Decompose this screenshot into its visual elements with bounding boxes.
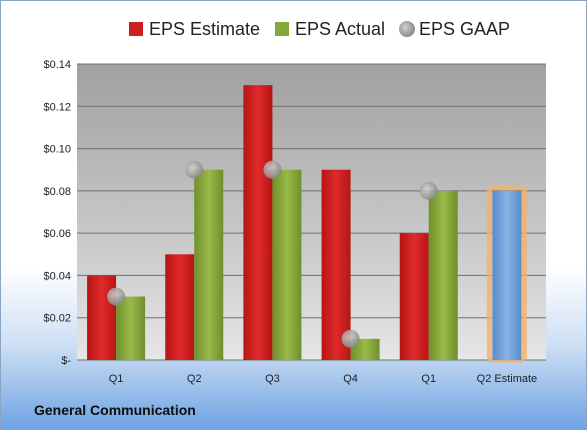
plot-area [77, 64, 546, 360]
marker-eps-gaap [185, 160, 204, 179]
bar-eps-actual [428, 190, 458, 360]
legend-label-eps-actual: EPS Actual [295, 19, 385, 39]
x-tick-label: Q3 [265, 373, 280, 385]
x-tick-label: Q1 [109, 373, 124, 385]
bar-eps-actual [194, 169, 224, 360]
y-tick-label: $0.10 [43, 144, 71, 156]
x-tick-label: Q1 [421, 373, 436, 385]
legend-swatch-eps-gaap [399, 21, 415, 37]
y-tick-label: $0.14 [43, 59, 71, 71]
company-name: General Communication [34, 402, 196, 418]
marker-eps-gaap [107, 287, 126, 306]
marker-eps-gaap [263, 160, 282, 179]
legend-label-eps-gaap: EPS GAAP [419, 19, 510, 39]
bar-eps-estimate [165, 254, 195, 360]
bar-eps-estimate [243, 85, 273, 361]
y-tick-label: $0.06 [43, 228, 71, 240]
x-tick-label: Q4 [343, 373, 358, 385]
bar-eps-actual [272, 169, 302, 360]
y-tick-label: $0.02 [43, 313, 71, 325]
bar-eps-estimate [399, 233, 429, 360]
marker-eps-gaap [341, 329, 360, 348]
legend-label-eps-estimate: EPS Estimate [149, 19, 260, 39]
eps-chart: $- $0.02 $0.04 $0.06 $0.08 $0.10 $0.12 $0.14 Q1 Q… [43, 19, 546, 385]
x-tick-label: Q2 [187, 373, 202, 385]
marker-eps-gaap [419, 181, 438, 200]
bar-q2-estimate [492, 190, 522, 360]
bar-eps-estimate [321, 169, 351, 360]
y-tick-label: $0.04 [43, 270, 71, 282]
y-tick-label: $0.12 [43, 101, 71, 113]
bar-eps-estimate [87, 275, 117, 360]
y-tick-label: $0.08 [43, 186, 71, 198]
y-tick-label: $- [61, 355, 71, 367]
legend-swatch-eps-estimate [129, 22, 143, 36]
x-tick-label: Q2 Estimate [477, 373, 538, 385]
bar-eps-actual [116, 296, 146, 360]
legend-swatch-eps-actual [275, 22, 289, 36]
